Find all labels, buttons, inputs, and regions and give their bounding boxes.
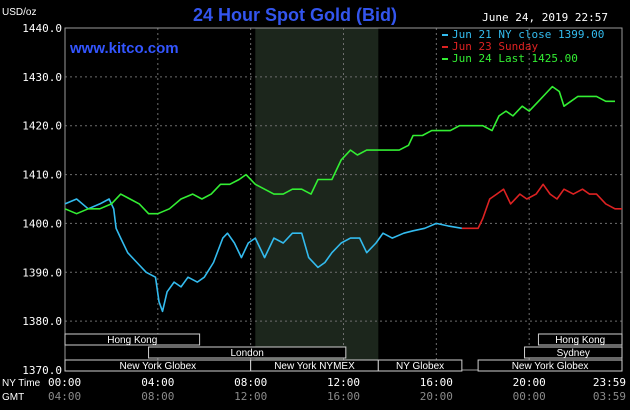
nymex-shaded-region — [255, 28, 379, 370]
chart-title: 24 Hour Spot Gold (Bid) — [193, 5, 397, 25]
session-bar — [524, 346, 623, 359]
session-label: Hong Kong — [107, 335, 157, 346]
legend-entry: Jun 24 Last 1425.00 — [452, 52, 578, 65]
session-bar — [537, 333, 623, 346]
legend-entry: Jun 21 NY close 1399.00 — [452, 28, 604, 41]
x-tick-ny: 20:00 — [513, 376, 546, 389]
session-bar — [477, 359, 623, 372]
x-tick-gmt: 04:00 — [48, 390, 81, 403]
y-tick-label: 1430.0 — [22, 71, 62, 84]
session-bar — [377, 359, 463, 372]
y-unit-label: USD/oz — [2, 7, 36, 18]
session-label: New York NYMEX — [274, 361, 355, 372]
shaded-region-layer — [255, 28, 379, 370]
session-label: Hong Kong — [555, 335, 605, 346]
x-tick-ny: 23:59 — [593, 376, 626, 389]
x-row-label-ny: NY Time — [2, 378, 41, 389]
session-label: Sydney — [557, 348, 590, 359]
session-label: New York Globex — [512, 361, 589, 372]
x-tick-ny: 04:00 — [141, 376, 174, 389]
x-tick-ny: 00:00 — [48, 376, 81, 389]
x-tick-ny: 08:00 — [234, 376, 267, 389]
x-tick-ny: 16:00 — [420, 376, 453, 389]
y-tick-label: 1370.0 — [22, 364, 62, 377]
y-tick-label: 1400.0 — [22, 217, 62, 230]
x-tick-gmt: 03:59 — [593, 390, 626, 403]
x-tick-ny: 12:00 — [327, 376, 360, 389]
series-line-2 — [64, 85, 615, 215]
series-line-1 — [461, 183, 622, 230]
y-tick-label: 1440.0 — [22, 22, 62, 35]
series-line-0 — [64, 198, 463, 313]
session-bar — [148, 346, 347, 359]
gridlines-layer — [65, 28, 622, 370]
x-tick-gmt: 08:00 — [141, 390, 174, 403]
x-tick-gmt: 16:00 — [327, 390, 360, 403]
y-axis-ticks: 1440.0 1430.0 1420.0 1410.0 1400.0 1390.0 1380… — [22, 22, 62, 377]
x-tick-gmt: 12:00 — [234, 390, 267, 403]
y-tick-label: 1380.0 — [22, 315, 62, 328]
session-label: London — [230, 348, 263, 359]
session-label: NY Globex — [396, 361, 444, 372]
brand-watermark: www.kitco.com — [69, 40, 179, 57]
trading-sessions: Hong Kong Hong Kong London Sydney New York G… — [64, 333, 623, 372]
y-tick-label: 1420.0 — [22, 120, 62, 133]
y-tick-label: 1390.0 — [22, 266, 62, 279]
chart-timestamp: June 24, 2019 22:57 — [482, 11, 608, 24]
x-tick-gmt: 00:00 — [513, 390, 546, 403]
x-row-label-gmt: GMT — [2, 392, 24, 403]
x-tick-gmt: 20:00 — [420, 390, 453, 403]
legend-entry: Jun 23 Sunday — [452, 40, 538, 53]
y-tick-label: 1410.0 — [22, 169, 62, 182]
series-layer — [64, 85, 622, 313]
x-axis-ticks: 00:0004:0004:0008:0008:0012:0012:0016:00… — [48, 376, 626, 403]
session-label: New York Globex — [119, 361, 196, 372]
session-bar — [64, 333, 201, 346]
